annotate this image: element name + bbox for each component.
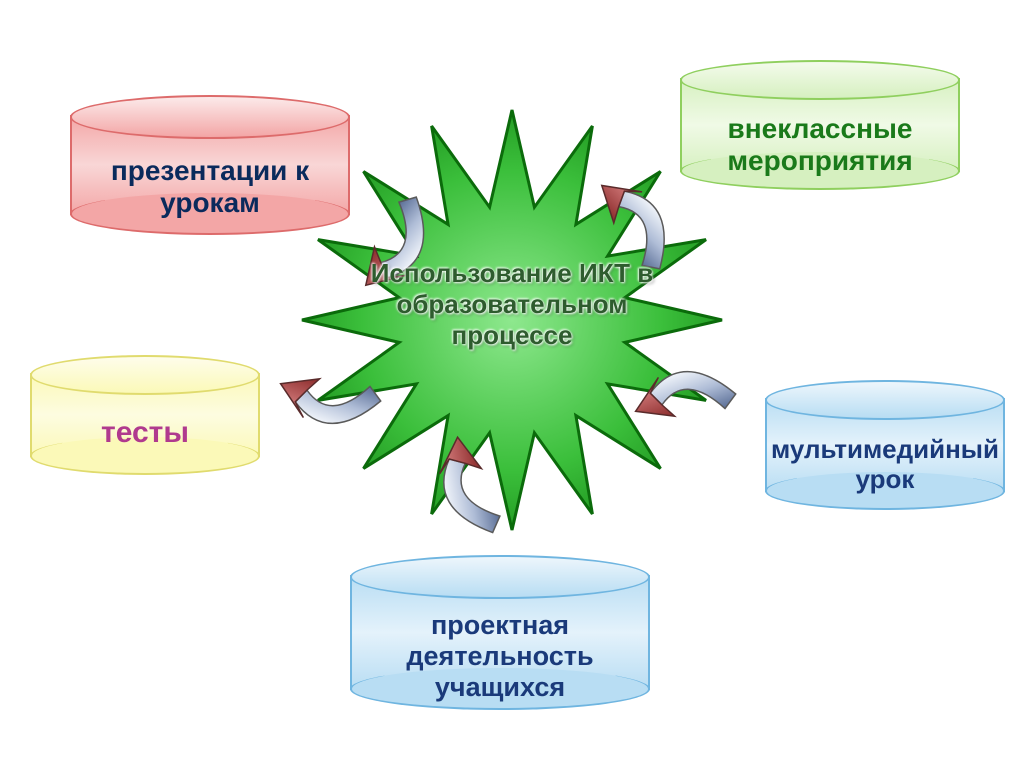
center-label: Использование ИКТ в образовательном проц… [362,258,662,352]
cylinder-presentations: презентации к урокам [70,95,350,235]
cylinder-projects: проектная деятельность учащихся [350,555,650,710]
arrow-bottom [405,420,545,560]
cylinder-tests: тесты [30,355,260,475]
diagram-canvas: Использование ИКТ в образовательном проц… [0,0,1024,767]
cylinder-extracurricular: внеклассные мероприятия [680,60,960,190]
cylinder-extracurricular-label: внеклассные мероприятия [680,60,960,210]
cylinder-multimedia: мультимедийный урок [765,380,1005,510]
cylinder-tests-label: тесты [30,355,260,493]
cylinder-projects-label: проектная деятельность учащихся [350,555,650,734]
cylinder-presentations-label: презентации к урокам [70,95,350,257]
cylinder-multimedia-label: мультимедийный урок [765,380,1005,530]
